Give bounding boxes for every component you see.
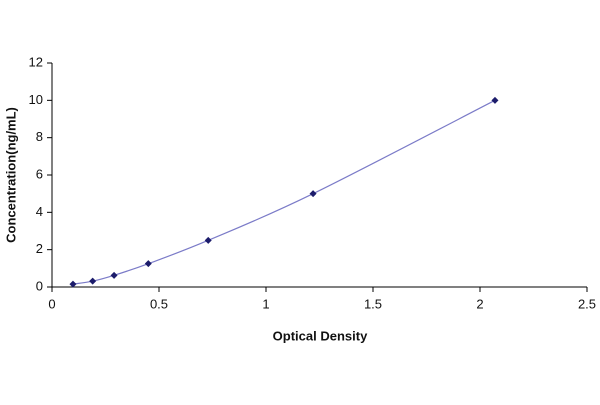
y-tick-label: 12 [29, 54, 43, 69]
y-tick-label: 10 [29, 92, 43, 107]
y-tick-label: 2 [36, 241, 43, 256]
x-tick-label: 1.5 [364, 296, 382, 311]
x-tick-label: 0 [48, 296, 55, 311]
x-tick-label: 1 [262, 296, 269, 311]
x-tick-label: 2 [476, 296, 483, 311]
y-tick-label: 6 [36, 166, 43, 181]
data-point [144, 260, 152, 268]
y-tick-label: 0 [36, 278, 43, 293]
data-point [204, 236, 212, 244]
x-tick-label: 0.5 [150, 296, 168, 311]
data-point [491, 96, 499, 104]
data-point [309, 190, 317, 198]
fit-curve [72, 99, 496, 285]
data-point [110, 271, 118, 279]
data-point [89, 277, 97, 285]
y-tick-label: 8 [36, 129, 43, 144]
x-tick-label: 2.5 [578, 296, 596, 311]
x-axis-title: Optical Density [273, 328, 368, 343]
data-point [69, 280, 77, 288]
y-tick-label: 4 [36, 204, 43, 219]
y-axis-title: Concentration(ng/mL) [3, 107, 18, 243]
